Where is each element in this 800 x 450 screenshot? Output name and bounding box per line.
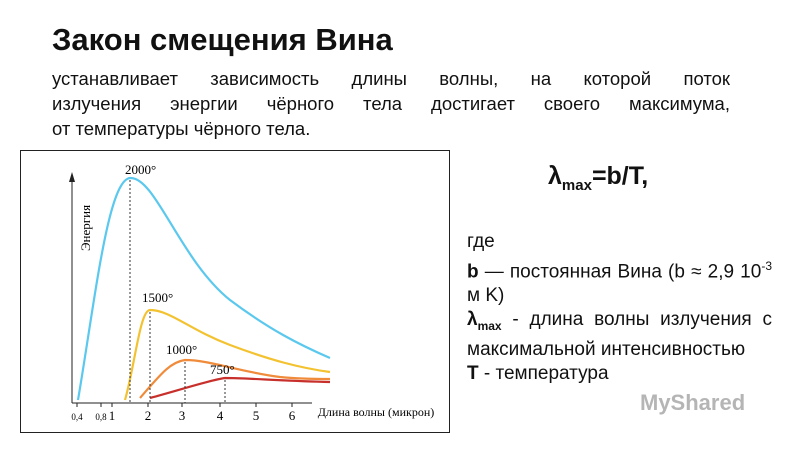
formula: λmax=b/T,: [548, 162, 648, 194]
y-label: Энергия: [78, 205, 93, 251]
text: - температура: [478, 363, 609, 385]
symbol: λ: [467, 309, 478, 331]
curve-label: 2000°: [125, 162, 156, 177]
curve: [139, 358, 331, 399]
curve: [76, 176, 331, 401]
curves: [76, 176, 331, 401]
symbol: T: [467, 363, 479, 385]
subscript: max: [477, 319, 502, 334]
curve-label: 1500°: [142, 290, 173, 305]
x-tick-label: 0,4: [71, 412, 83, 422]
x-tick-label: 3: [179, 408, 186, 423]
title: Закон смещения Вина: [52, 22, 393, 57]
x-tick-label: 2: [145, 408, 152, 423]
intro-line: от температуры чёрного тела.: [52, 118, 311, 139]
expl-intro: где: [467, 231, 495, 252]
figure-frame: [20, 150, 450, 433]
x-tick-label: 1: [109, 408, 116, 423]
curve-label: 750°: [210, 362, 235, 377]
formula-subscript: max: [561, 177, 592, 194]
x-tick-label: 0,8: [95, 412, 107, 422]
text: — постоянная Вина (b ≈ 2,9 10: [478, 261, 762, 283]
formula-rest: =b/T,: [591, 162, 649, 190]
curve: [149, 376, 331, 400]
expl-lambda: λmax - длина волны излучения с максималь…: [467, 308, 772, 362]
expl-t: T - температура: [467, 362, 772, 386]
expl-b: b — постоянная Вина (b ≈ 2,9 10-3 м K): [467, 254, 772, 308]
intro-line: устанавливает зависимость длины волны, н…: [52, 68, 730, 89]
peak-lines: [129, 180, 226, 403]
x-label: Длина волны (микрон): [318, 405, 435, 419]
x-tick-label: 5: [253, 408, 260, 423]
text: м K): [467, 285, 505, 307]
exponent: -3: [761, 259, 772, 273]
figure: Энергия Длина волны (микрон) 2000° 1500° 1…: [20, 150, 450, 433]
x-tick-label: 6: [289, 408, 296, 423]
intro: устанавливает зависимость длины волны, н…: [52, 66, 730, 141]
intro-line: излучения энергии чёрного тела достигает…: [52, 93, 730, 114]
explanation: где b — постоянная Вина (b ≈ 2,9 10-3 м …: [467, 230, 772, 386]
curve-label: 1000°: [166, 342, 197, 357]
symbol: b: [467, 261, 479, 283]
text: - длина волны излучения с максимальной и…: [467, 309, 772, 361]
formula-symbol: λ: [548, 162, 562, 190]
x-tick-label: 4: [217, 408, 224, 423]
curve: [123, 308, 331, 401]
arrow: [69, 172, 75, 182]
watermark: MyShared: [640, 390, 746, 415]
